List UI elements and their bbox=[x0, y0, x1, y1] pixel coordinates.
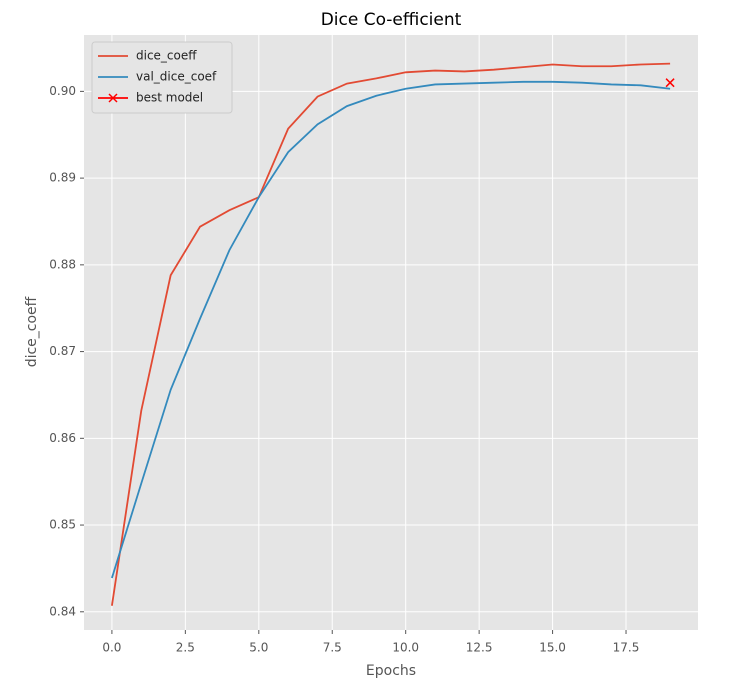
y-tick-label: 0.88 bbox=[49, 257, 76, 271]
legend-marker bbox=[108, 93, 118, 103]
x-tick-label: 7.5 bbox=[323, 641, 342, 655]
y-tick-label: 0.86 bbox=[49, 431, 76, 445]
x-tick-label: 17.5 bbox=[613, 641, 640, 655]
legend-label: val_dice_coef bbox=[136, 70, 217, 84]
marker bbox=[665, 78, 675, 88]
y-tick-label: 0.85 bbox=[49, 518, 76, 532]
plot-area bbox=[84, 35, 698, 630]
y-tick-label: 0.89 bbox=[49, 171, 76, 185]
y-tick-label: 0.84 bbox=[49, 604, 76, 618]
legend-box bbox=[91, 41, 233, 114]
x-tick-label: 0.0 bbox=[102, 641, 121, 655]
x-tick-label: 12.5 bbox=[466, 641, 493, 655]
y-tick-label: 0.87 bbox=[49, 344, 76, 358]
y-tick-label: 0.90 bbox=[49, 84, 76, 98]
x-tick-label: 15.0 bbox=[539, 641, 566, 655]
x-tick-label: 10.0 bbox=[392, 641, 419, 655]
legend-label: best model bbox=[136, 91, 203, 105]
legend-label: dice_coeff bbox=[136, 49, 197, 63]
x-axis-label: Epochs bbox=[366, 663, 416, 679]
x-tick-label: 5.0 bbox=[249, 641, 268, 655]
x-tick-label: 2.5 bbox=[176, 641, 195, 655]
y-axis-label: dice_coeff bbox=[24, 296, 40, 367]
series-line bbox=[111, 62, 671, 606]
chart-title: Dice Co-efficient bbox=[321, 10, 462, 30]
series-line bbox=[111, 80, 671, 579]
